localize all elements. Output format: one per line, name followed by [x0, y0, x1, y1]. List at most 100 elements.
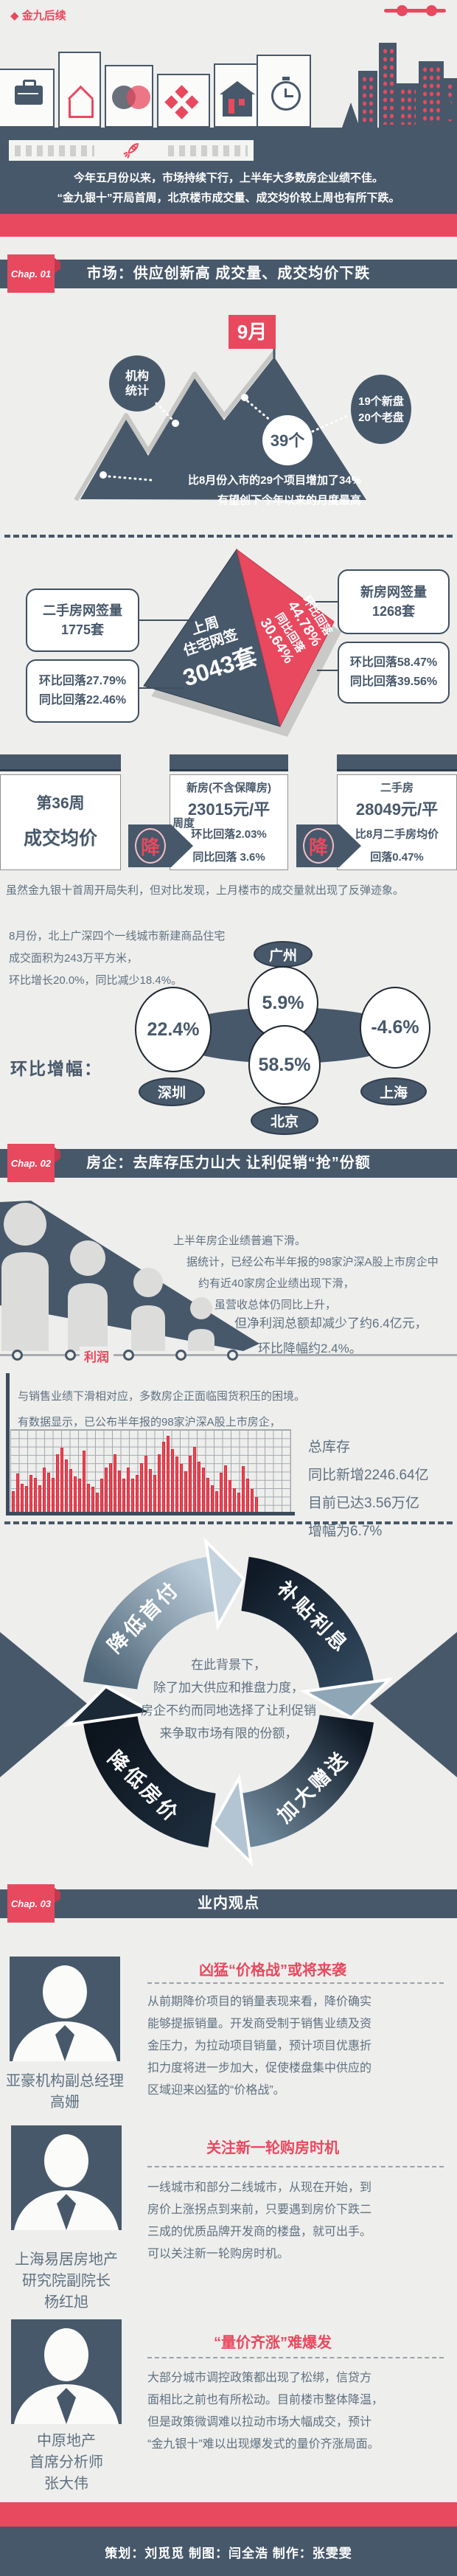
avatar	[10, 1957, 120, 2061]
inventory-bar	[109, 1462, 112, 1512]
month-flag	[228, 315, 276, 349]
performance-lines: 上半年房企业绩普遍下滑。 据统计，已经公布半年报的98家沪深A股上市房企中 约有…	[173, 1230, 455, 1316]
connector-line	[138, 687, 184, 689]
tree-icon	[439, 94, 457, 119]
drop-character: 降	[303, 828, 334, 864]
chapter2-title: 房企：去库存压力山大 让利促销“抢”份额	[86, 1155, 371, 1171]
credits: 策划：刘觅觅 制图：闫全浩 制作：张雯雯	[105, 2547, 352, 2561]
side-triangle-right	[370, 1632, 457, 1777]
resale-signings-title: 二手房网签量	[43, 603, 122, 618]
person-figure	[4, 1203, 46, 1246]
inventory-bar	[96, 1493, 99, 1512]
inventory-bar	[34, 1478, 37, 1512]
house-window	[239, 99, 245, 105]
mountain-note-line2: 有望创下今年以来的月度最高	[217, 493, 361, 507]
week-price-card: 第36周 成交均价	[0, 774, 121, 870]
cycle-center-text: 在此背景下， 除了加大供应和推盘力度， 房企不约而同地选择了让利促销 来争取市场…	[141, 1658, 316, 1740]
dotted-connector	[246, 400, 273, 423]
inventory-bar	[211, 1485, 214, 1512]
inventory-bar	[114, 1454, 116, 1512]
expert-opinion-text: 大部分城市调控政策都出现了松绑，信贷方 面相比之前也有所松动。目前楼市整体降温，…	[147, 2372, 384, 2451]
price-drop-badge: 降	[296, 824, 361, 867]
avg-price-label: 成交均价	[23, 828, 97, 849]
connector-line	[138, 619, 194, 621]
inventory-bar	[16, 1473, 19, 1512]
mountain-shape	[80, 357, 366, 500]
inventory-bar	[38, 1485, 41, 1512]
inventory-bar	[25, 1486, 28, 1512]
city-value-shenzhen: 22.4%	[135, 987, 212, 1072]
chapter3-badge: Chap. 03	[7, 1884, 55, 1923]
briefcase-icon	[15, 80, 43, 105]
building	[397, 83, 419, 128]
footer-bar	[0, 2527, 457, 2576]
city-value-shanghai: -4.6%	[360, 987, 430, 1069]
expert-name: 中原地产 首席分析师 张大伟	[29, 2433, 103, 2492]
house-icon	[220, 81, 255, 117]
inventory-bar	[158, 1454, 161, 1512]
pyramid-red-face	[236, 548, 335, 728]
new-yoy-change: 同比回落39.56%	[349, 676, 438, 688]
supply-mountain-chart: 9月 机构 统计 39个 19个新盘 20个老盘 比8月份入市的29个项目增加了…	[74, 315, 411, 507]
side-triangle-left	[0, 1632, 87, 1777]
inventory-bar	[140, 1462, 143, 1512]
new-home-title: 新房(不含保障房)	[186, 782, 271, 794]
timeline-dot	[175, 1350, 186, 1361]
new-signings-box: 新房网签量 1268套	[338, 569, 450, 634]
source-circle	[109, 355, 165, 412]
inventory-bar	[43, 1467, 46, 1512]
performance-line: 据统计，已经公布半年报的98家沪深A股上市房企中	[186, 1256, 439, 1268]
red-divider-bar	[0, 2502, 457, 2527]
inventory-bar	[83, 1451, 86, 1512]
resale-signings-value: 1775套	[60, 622, 105, 637]
city-skyline	[342, 43, 457, 128]
expert-opinion-title: 关注新一轮购房时机	[206, 2140, 339, 2156]
inventory-bar	[21, 1483, 24, 1512]
inventory-bar	[167, 1435, 170, 1512]
card-header	[170, 754, 288, 771]
tree-icon	[342, 103, 360, 128]
dashed-underline	[147, 1982, 444, 1984]
resale-signings-box: 二手房网签量 1775套	[26, 589, 139, 652]
inventory-bar	[52, 1478, 55, 1512]
building	[358, 71, 377, 128]
dashed-divider	[4, 1521, 453, 1524]
city-label-shanghai: 上海	[360, 1077, 427, 1105]
city-label-shenzhen: 深圳	[139, 1077, 205, 1106]
rebound-note: 虽然金九银十首周开局失利，但对比发现，上月楼市的成交量就出现了反弹迹象。	[6, 884, 405, 897]
inventory-bar	[136, 1474, 139, 1512]
chapter3-title: 业内观点	[198, 1895, 259, 1912]
inventory-bar	[246, 1479, 249, 1512]
dotted-connector	[155, 402, 175, 423]
inventory-bar	[131, 1479, 134, 1512]
timeline-dot	[12, 1350, 23, 1361]
cycle-arrowhead	[299, 1677, 394, 1720]
resale-mom-change: 环比回落27.79%	[38, 675, 127, 687]
resale-title: 二手房	[380, 782, 414, 794]
drop-character: 降	[135, 828, 166, 864]
inventory-bar	[100, 1479, 103, 1512]
marker-dot	[172, 420, 179, 427]
marker-dot	[100, 471, 107, 479]
inventory-bar	[65, 1459, 68, 1512]
new-home-yoy: 同比回落 3.6%	[192, 851, 265, 864]
connector-line	[317, 670, 339, 671]
new-change-box: 环比回落58.47% 同比回落39.56%	[338, 642, 450, 704]
inventory-bar	[228, 1480, 231, 1512]
profit-label: 利润	[80, 1347, 114, 1365]
chapter1-title: 市场：供应创新高 成交量、成交均价下跌	[86, 265, 371, 282]
inventory-bar	[60, 1447, 63, 1512]
performance-line: 上半年房企业绩普遍下滑。	[173, 1235, 307, 1247]
cycle-arrowhead	[63, 1684, 158, 1727]
timeline-dot	[227, 1350, 238, 1361]
city-value-beijing: 58.5%	[248, 1025, 321, 1105]
new-home-price-card: 新房(不含保障房) 23015元/平 环比回落2.03% 同比回落 3.6%	[170, 774, 288, 870]
house-outline-icon	[69, 100, 94, 118]
inventory-bar	[206, 1478, 209, 1512]
resale-note2: 回落0.47%	[370, 851, 424, 864]
inventory-paragraph: 与销售业绩下滑相对应，多数房企正面临囤货积压的困境。 有数据显示，已公布半年报的…	[18, 1390, 306, 1428]
person-figure	[68, 1283, 108, 1351]
connector-line	[315, 601, 339, 603]
inventory-bar	[242, 1466, 245, 1512]
signing-pyramid-chart: 上周 住宅网签 3043套 环比回落 44.78% 同比回落 30.64%	[143, 548, 341, 737]
